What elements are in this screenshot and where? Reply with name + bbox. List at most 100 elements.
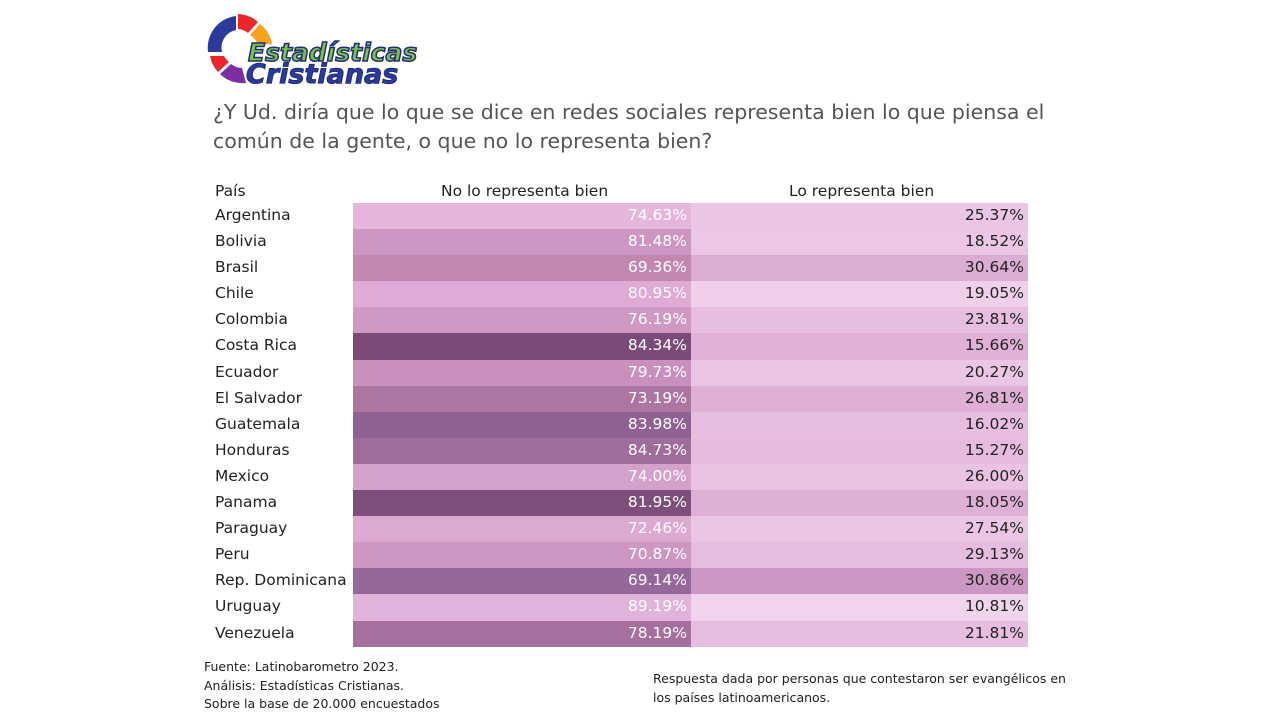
question-title: ¿Y Ud. diría que lo que se dice en redes… [213, 100, 1045, 153]
cell-value: 74.63% [627, 206, 687, 224]
cell-value: 79.73% [627, 362, 687, 381]
cell-representa: 18.52% [691, 229, 1028, 256]
cell-no-representa: 74.00% [353, 463, 691, 491]
header-no-representa: No lo representa bien [441, 182, 609, 200]
results-table: País No lo representa bien Lo representa… [210, 179, 1030, 647]
base-line: Sobre la base de 20.000 encuestados [204, 696, 440, 711]
logo-line1: Estadísticas [248, 38, 417, 67]
cell-no-representa: 79.73% [353, 359, 691, 386]
table-row: Panama 81.95% 18.05% [210, 490, 1030, 517]
cell-no-representa: 69.14% [353, 568, 691, 595]
cell-representa: 29.13% [691, 542, 1028, 569]
header-country: País [215, 182, 246, 200]
cell-value: 74.00% [627, 466, 687, 485]
cell-no-representa: 84.34% [353, 333, 691, 360]
cell-representa: 26.81% [691, 385, 1028, 412]
cell-representa: 27.54% [691, 516, 1028, 543]
table-row: Guatemala 83.98% 16.02% [210, 411, 1030, 438]
table-row: Mexico 74.00% 26.00% [210, 463, 1030, 491]
cell-value: 20.27% [964, 362, 1024, 381]
header-representa: Lo representa bien [789, 182, 935, 200]
cell-value: 69.14% [627, 571, 687, 590]
cell-value: 27.54% [964, 519, 1024, 538]
table-row: Ecuador 79.73% 20.27% [210, 359, 1030, 386]
country-label: Peru [215, 545, 250, 564]
cell-value: 84.34% [627, 336, 687, 355]
country-label: Ecuador [215, 362, 279, 381]
cell-representa: 16.02% [691, 411, 1028, 438]
cell-value: 25.37% [964, 206, 1024, 224]
cell-value: 81.95% [627, 493, 687, 512]
table-row: Paraguay 72.46% 27.54% [210, 516, 1030, 543]
cell-representa: 15.27% [691, 437, 1028, 464]
table-row: Honduras 84.73% 15.27% [210, 437, 1030, 464]
country-label: Venezuela [215, 623, 295, 642]
respondents-note: Respuesta dada por personas que contesta… [653, 671, 1066, 705]
cell-value: 76.19% [627, 310, 687, 329]
country-label: Uruguay [215, 597, 281, 616]
country-label: El Salvador [215, 388, 303, 407]
country-label: Panama [215, 493, 278, 512]
cell-representa: 30.86% [691, 568, 1028, 595]
cell-no-representa: 84.73% [353, 437, 691, 464]
analysis-line: Análisis: Estadísticas Cristianas. [204, 677, 404, 693]
country-label: Colombia [215, 310, 288, 329]
table-body: Argentina 74.63% 25.37% Bolivia 81.48% 18.52%… [210, 203, 1030, 647]
table-row: Rep. Dominicana 69.14% 30.86% [210, 568, 1030, 595]
country-label: Bolivia [215, 232, 267, 251]
cell-representa: 23.81% [691, 307, 1028, 334]
table-row: Peru 70.87% 29.13% [210, 542, 1030, 569]
table-row: Brasil 69.36% 30.64% [210, 255, 1030, 282]
cell-value: 21.81% [964, 623, 1024, 642]
cell-representa: 20.27% [691, 359, 1028, 386]
cell-value: 29.13% [964, 545, 1024, 564]
country-label: Brasil [215, 258, 259, 277]
cell-value: 26.00% [964, 466, 1024, 485]
country-label: Rep. Dominicana [215, 571, 347, 590]
cell-value: 89.19% [627, 597, 687, 616]
cell-value: 18.05% [964, 493, 1024, 512]
cell-representa: 25.37% [691, 203, 1028, 230]
cell-value: 72.46% [627, 519, 687, 538]
table-row: Colombia 76.19% 23.81% [210, 307, 1030, 334]
cell-value: 80.95% [627, 284, 687, 303]
cell-no-representa: 81.95% [353, 490, 691, 517]
cell-value: 69.36% [627, 258, 687, 277]
table-row: Chile 80.95% 19.05% [210, 281, 1030, 308]
cell-no-representa: 78.19% [353, 620, 691, 647]
cell-value: 15.66% [964, 336, 1024, 355]
country-label: Mexico [215, 466, 270, 485]
country-label: Argentina [215, 206, 291, 224]
cell-no-representa: 74.63% [353, 203, 691, 230]
cell-representa: 15.66% [691, 333, 1028, 360]
cell-no-representa: 83.98% [353, 411, 691, 438]
country-label: Honduras [215, 440, 290, 459]
cell-value: 15.27% [964, 440, 1024, 459]
cell-value: 10.81% [964, 597, 1024, 616]
cell-value: 81.48% [627, 232, 687, 251]
table-header: País No lo representa bien Lo representa… [210, 179, 1030, 203]
table-row: Costa Rica 84.34% 15.66% [210, 333, 1030, 360]
cell-value: 19.05% [964, 284, 1024, 303]
cell-no-representa: 72.46% [353, 516, 691, 543]
table-row: Bolivia 81.48% 18.52% [210, 229, 1030, 256]
cell-value: 23.81% [964, 310, 1024, 329]
country-label: Costa Rica [215, 336, 297, 355]
cell-no-representa: 80.95% [353, 281, 691, 308]
cell-value: 18.52% [964, 232, 1024, 251]
estadisticas-cristianas-logo: Estadísticas Cristianas [207, 14, 418, 88]
logo-line2: Cristianas [246, 59, 398, 88]
cell-representa: 26.00% [691, 463, 1028, 491]
country-label: Chile [215, 284, 254, 303]
cell-representa: 21.81% [691, 620, 1028, 647]
table-row: Argentina 74.63% 25.37% [210, 203, 1030, 230]
source-notes: Fuente: Latinobarometro 2023. Análisis: … [204, 658, 440, 714]
cell-representa: 19.05% [691, 281, 1028, 308]
table-row: Uruguay 89.19% 10.81% [210, 594, 1030, 621]
source-line: Fuente: Latinobarometro 2023. [204, 659, 399, 674]
cell-value: 16.02% [964, 414, 1024, 433]
cell-representa: 18.05% [691, 490, 1028, 517]
cell-value: 83.98% [627, 414, 687, 433]
cell-no-representa: 76.19% [353, 307, 691, 334]
cell-value: 30.64% [964, 258, 1024, 277]
